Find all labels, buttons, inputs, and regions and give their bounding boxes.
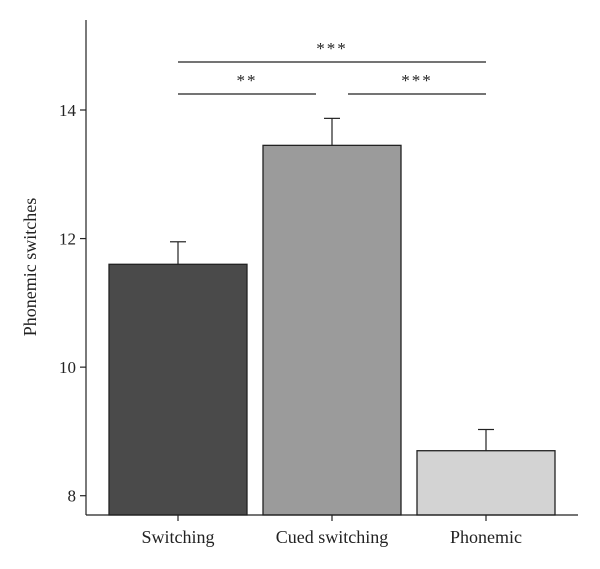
significance-label: *** bbox=[401, 71, 433, 90]
x-category-label: Phonemic bbox=[450, 527, 522, 547]
y-tick-label: 10 bbox=[59, 358, 76, 377]
y-ticks: 8 10 12 14 bbox=[59, 101, 86, 506]
bars-layer bbox=[108, 144, 556, 516]
bar-phonemic bbox=[416, 450, 556, 516]
significance-brackets: ** ****** bbox=[178, 39, 486, 95]
significance-label: *** bbox=[316, 39, 348, 58]
x-category-labels: Switching Cued switching Phonemic bbox=[141, 515, 522, 547]
y-tick-label: 12 bbox=[59, 230, 76, 249]
significance-label: ** bbox=[237, 71, 258, 90]
x-category-label: Switching bbox=[141, 527, 214, 547]
y-axis-title: Phonemic switches bbox=[20, 198, 40, 336]
y-tick-label: 14 bbox=[59, 101, 77, 120]
x-category-label: Cued switching bbox=[276, 527, 389, 547]
bar-switching bbox=[108, 263, 248, 516]
bar-cued-switching bbox=[262, 144, 402, 516]
y-tick-label: 8 bbox=[68, 487, 77, 506]
error-bars-layer bbox=[170, 117, 494, 451]
